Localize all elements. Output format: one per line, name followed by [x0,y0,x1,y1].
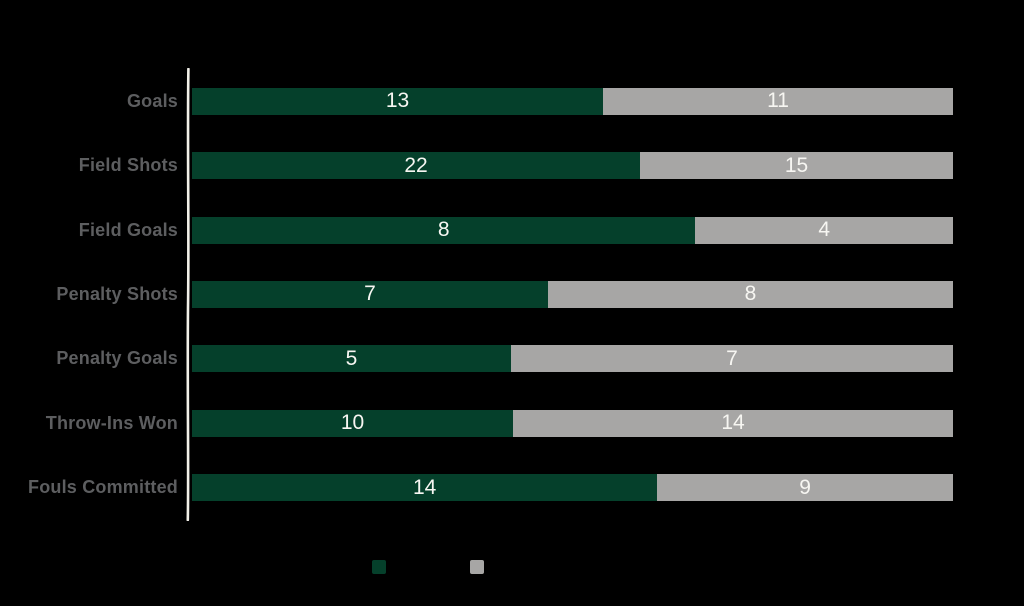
chart-row: Penalty Goals 5 7 [0,327,953,391]
bar-segment-gray-team: 9 [657,474,953,502]
chart-row: Throw-Ins Won 10 14 [0,391,954,455]
bar-segment-gray-team: 7 [511,345,953,373]
chart-row: Fouls Committed 14 9 [0,456,953,520]
bar-segment-green-team: 8 [192,216,696,244]
bar-segment-green-team: 22 [192,152,641,180]
bar-segment-green-team: 14 [192,474,658,502]
stacked-bar: 13 11 [192,87,953,115]
bar-segment-green-team: 13 [192,87,604,115]
bar-segment-gray-team: 8 [547,280,953,308]
bar-segment-green-team: 5 [192,345,512,373]
chart-row: Penalty Shots 7 8 [0,262,953,326]
bar-segment-gray-team: 11 [603,87,953,115]
legend-swatch-gray [470,560,484,574]
legend [372,560,484,575]
chart-row: Goals 13 11 [0,69,953,133]
stacked-bar: 10 14 [192,409,954,437]
bar-segment-gray-team: 15 [640,152,953,180]
y-axis-line [186,68,190,521]
category-label: Penalty Goals [56,348,178,369]
category-label: Goals [126,90,178,111]
category-label: Fouls Committed [28,477,178,498]
category-label: Throw-Ins Won [45,412,178,433]
category-label: Penalty Shots [56,283,178,304]
plot-area: Goals 13 11 Field Shots 22 15 Field Goals 8 4 Pen… [0,69,954,520]
chart-row: Field Shots 22 15 [0,133,953,197]
category-label: Field Goals [78,219,178,240]
legend-swatch-green [372,560,386,574]
stacked-bar: 14 9 [192,474,953,502]
stacked-bar: 22 15 [192,152,953,180]
category-label: Field Shots [78,155,178,176]
bar-segment-green-team: 7 [192,280,548,308]
bar-segment-gray-team: 4 [695,216,953,244]
bar-segment-green-team: 10 [192,409,513,437]
chart-row: Field Goals 8 4 [0,198,953,262]
bar-segment-gray-team: 14 [512,409,954,437]
